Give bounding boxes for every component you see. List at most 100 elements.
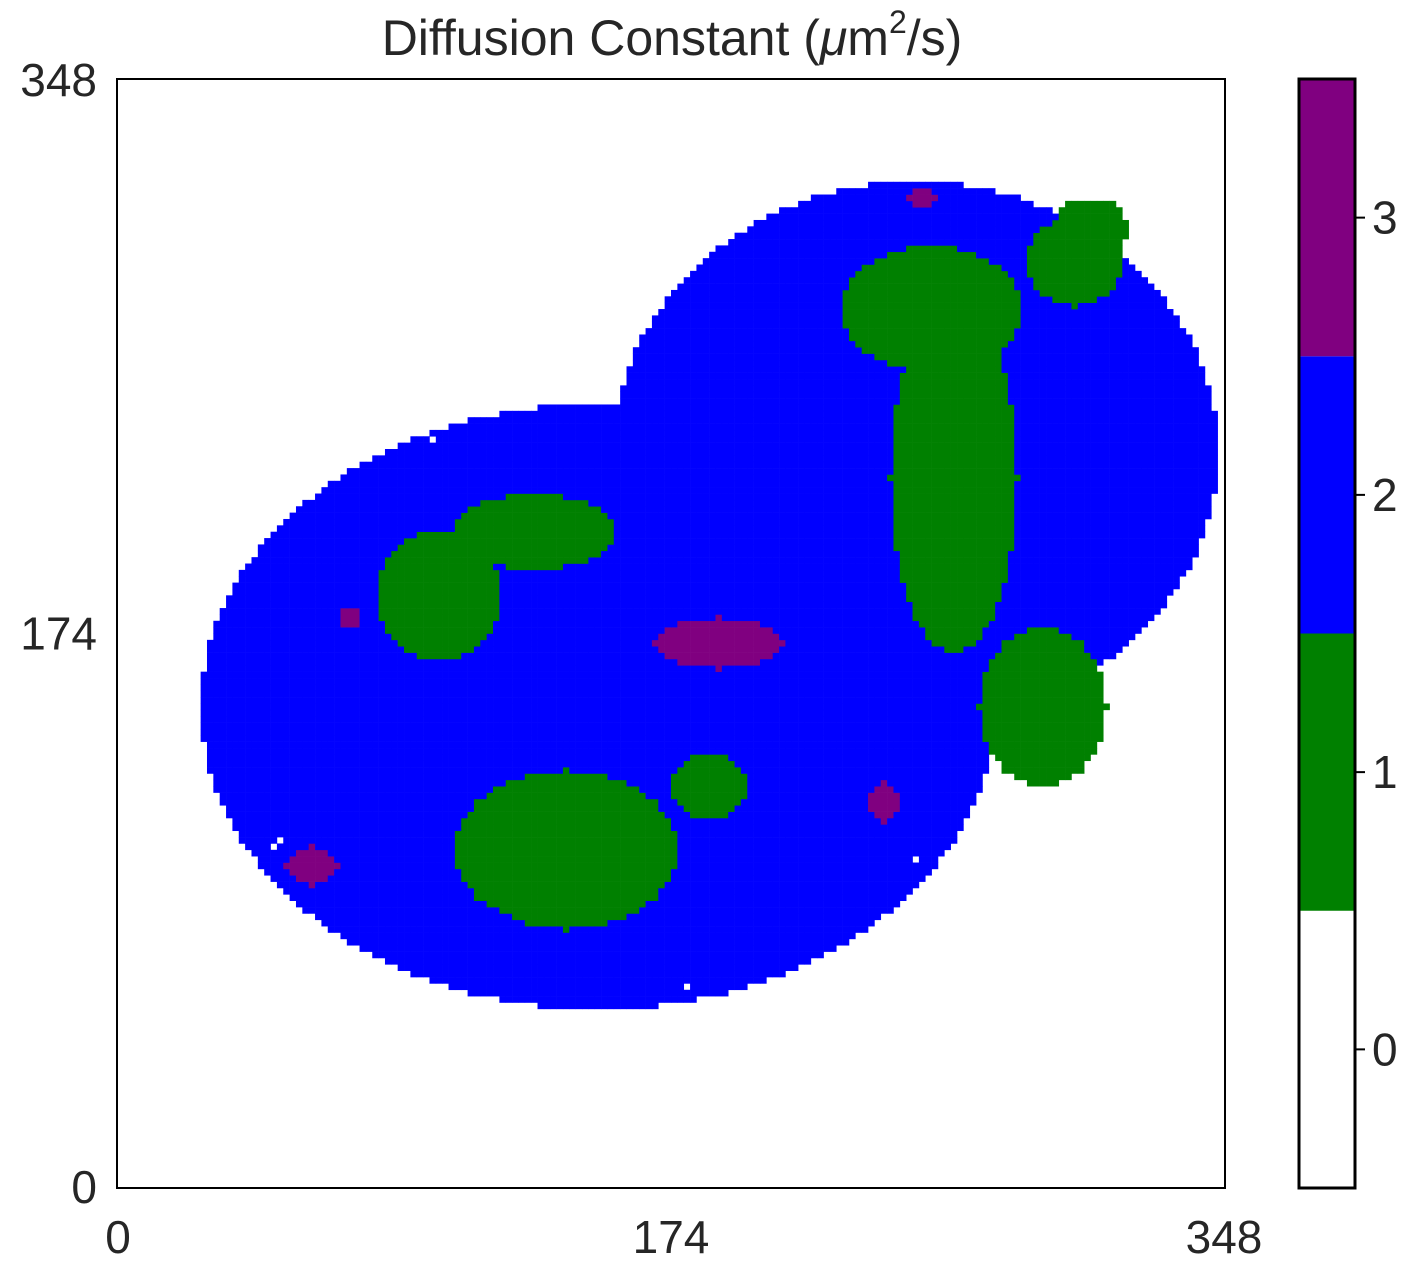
heatmap-cell	[518, 856, 526, 863]
heatmap-cell	[493, 938, 500, 946]
heatmap-cell	[512, 830, 519, 838]
heatmap-cell	[435, 493, 443, 501]
heatmap-cell	[537, 531, 545, 539]
heatmap-cell	[486, 601, 494, 609]
heatmap-cell	[289, 576, 297, 583]
heatmap-cell	[486, 576, 494, 583]
heatmap-cell	[537, 525, 545, 532]
heatmap-cell	[505, 652, 513, 660]
heatmap-cell	[384, 518, 392, 526]
heatmap-cell	[613, 996, 621, 1003]
heatmap-cell	[410, 900, 418, 908]
heatmap-cell	[524, 468, 532, 475]
heatmap-cell	[410, 601, 418, 609]
heatmap-cell	[226, 608, 233, 615]
heatmap-cell	[410, 837, 418, 844]
heatmap-cell	[524, 449, 532, 456]
heatmap-cell	[505, 875, 513, 882]
heatmap-cell	[340, 499, 348, 507]
heatmap-cell	[518, 887, 526, 895]
heatmap-cell	[423, 506, 430, 513]
heatmap-cell	[480, 951, 487, 959]
heatmap-cell	[607, 620, 615, 628]
heatmap-cell	[429, 658, 437, 666]
heatmap-cell	[499, 754, 507, 762]
heatmap-cell	[276, 748, 284, 755]
heatmap-cell	[397, 716, 405, 723]
heatmap-cell	[550, 550, 557, 558]
heatmap-cell	[588, 499, 596, 507]
heatmap-cell	[613, 913, 621, 921]
heatmap-cell	[308, 531, 316, 539]
heatmap-cell	[575, 741, 583, 749]
heatmap-cell	[410, 627, 418, 634]
heatmap-cell	[365, 741, 373, 749]
heatmap-cell	[378, 512, 386, 520]
heatmap-cell	[550, 582, 557, 590]
heatmap-cell	[550, 646, 557, 653]
heatmap-cell	[505, 830, 513, 838]
heatmap-cell	[607, 442, 615, 450]
heatmap-cell	[518, 436, 526, 443]
heatmap-cell	[321, 633, 329, 641]
heatmap-cell	[346, 907, 354, 914]
heatmap-cell	[543, 538, 551, 545]
heatmap-cell	[518, 665, 526, 672]
heatmap-cell	[594, 926, 602, 933]
heatmap-cell	[467, 945, 475, 952]
heatmap-cell	[429, 716, 437, 723]
heatmap-cell	[353, 900, 360, 908]
heatmap-cell	[575, 970, 583, 978]
heatmap-cell	[467, 856, 475, 863]
heatmap-cell	[308, 671, 316, 679]
heatmap-cell	[505, 856, 513, 863]
heatmap-cell	[334, 862, 341, 870]
heatmap-cell	[582, 951, 589, 959]
heatmap-cell	[594, 429, 602, 437]
heatmap-cell	[448, 741, 456, 749]
heatmap-cell	[493, 926, 500, 933]
heatmap-cell	[569, 538, 576, 545]
heatmap-cell	[562, 868, 570, 876]
heatmap-cell	[512, 722, 519, 730]
heatmap-cell	[550, 818, 557, 825]
heatmap-cell	[582, 658, 589, 666]
heatmap-cell	[562, 671, 570, 679]
heatmap-cell	[384, 569, 392, 577]
heatmap-cell	[283, 862, 290, 870]
heatmap-cell	[321, 595, 329, 602]
heatmap-cell	[543, 601, 551, 609]
heatmap-cell	[588, 881, 596, 889]
heatmap-cell	[289, 627, 297, 634]
heatmap-cell	[499, 531, 507, 539]
heatmap-cell	[295, 608, 303, 615]
heatmap-cell	[461, 544, 468, 552]
heatmap-cell	[543, 989, 551, 997]
heatmap-cell	[518, 894, 526, 901]
heatmap-cell	[613, 862, 621, 870]
heatmap-cell	[467, 620, 475, 628]
heatmap-cell	[607, 436, 615, 443]
heatmap-cell	[270, 824, 278, 832]
heatmap-cell	[505, 690, 513, 698]
heatmap-cell	[429, 957, 437, 965]
heatmap-cell	[588, 887, 596, 895]
heatmap-cell	[594, 442, 602, 450]
heatmap-cell	[238, 569, 246, 577]
heatmap-cell	[550, 926, 557, 933]
heatmap-cell	[410, 487, 418, 494]
heatmap-cell	[531, 900, 538, 908]
heatmap-cell	[569, 620, 576, 628]
heatmap-cell	[384, 868, 392, 876]
heatmap-cell	[594, 461, 602, 469]
heatmap-cell	[410, 786, 418, 793]
heatmap-cell	[454, 436, 462, 443]
heatmap-cell	[607, 900, 615, 908]
heatmap-cell	[594, 601, 602, 609]
heatmap-cell	[607, 728, 615, 736]
heatmap-cell	[435, 518, 443, 526]
heatmap-cell	[334, 779, 341, 787]
heatmap-cell	[486, 499, 494, 507]
heatmap-cell	[480, 608, 487, 615]
heatmap-cell	[245, 779, 252, 787]
